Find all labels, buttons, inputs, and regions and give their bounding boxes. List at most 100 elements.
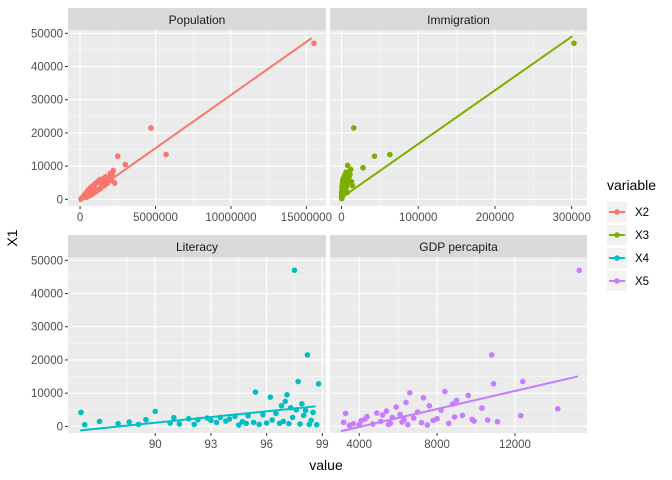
data-point bbox=[81, 421, 88, 428]
data-point bbox=[176, 421, 183, 427]
data-point bbox=[88, 191, 94, 198]
data-point bbox=[420, 395, 427, 401]
legend-label: X5 bbox=[635, 276, 649, 288]
data-point bbox=[418, 419, 425, 426]
data-point bbox=[280, 418, 287, 425]
data-point bbox=[263, 420, 270, 426]
data-point bbox=[226, 416, 233, 422]
data-point bbox=[302, 407, 309, 414]
data-point bbox=[289, 414, 296, 421]
data-point bbox=[347, 171, 353, 178]
facet-strip bbox=[68, 8, 326, 30]
data-point bbox=[287, 404, 294, 411]
data-point bbox=[387, 151, 393, 158]
x-tick-label: 10000000 bbox=[205, 212, 256, 224]
data-point bbox=[494, 418, 501, 425]
data-point bbox=[114, 153, 121, 159]
y-tick-label: 0 bbox=[57, 194, 63, 206]
data-point bbox=[252, 389, 259, 395]
y-tick-label: 30000 bbox=[31, 95, 63, 107]
y-tick-label: 0 bbox=[57, 421, 63, 433]
panel-X3: Immigration 0 100000 200000 300000 bbox=[330, 8, 591, 224]
data-point bbox=[170, 414, 177, 421]
data-point bbox=[360, 165, 366, 171]
data-point bbox=[232, 413, 238, 420]
data-point bbox=[349, 182, 356, 189]
data-point bbox=[438, 407, 444, 413]
y-tick-label: 30000 bbox=[31, 322, 63, 334]
facet-title: GDP percapita bbox=[419, 240, 498, 254]
data-point bbox=[311, 40, 317, 47]
data-point bbox=[488, 352, 495, 358]
data-point bbox=[403, 399, 409, 406]
legend-key-point bbox=[614, 278, 620, 284]
data-point bbox=[410, 415, 417, 421]
data-point bbox=[286, 420, 292, 427]
facet-strip bbox=[330, 8, 587, 30]
data-point bbox=[554, 405, 561, 412]
data-point bbox=[297, 421, 303, 427]
data-point bbox=[414, 409, 421, 415]
legend-key-point bbox=[614, 255, 620, 261]
data-point bbox=[371, 153, 378, 159]
data-point bbox=[217, 414, 224, 421]
panel-X5: GDP percapita 4000 8000 12000 bbox=[330, 235, 587, 451]
data-point bbox=[442, 388, 448, 395]
x-tick-label: 96 bbox=[260, 439, 273, 451]
y-tick-label: 50000 bbox=[31, 28, 63, 40]
data-point bbox=[347, 166, 354, 173]
data-point bbox=[278, 402, 285, 409]
x-tick-label: 0 bbox=[77, 212, 83, 224]
data-point bbox=[213, 419, 220, 426]
data-point bbox=[111, 180, 118, 186]
data-point bbox=[122, 161, 129, 168]
data-point bbox=[407, 390, 413, 396]
data-point bbox=[78, 409, 84, 416]
x-tick-label: 8000 bbox=[424, 439, 450, 451]
data-point bbox=[91, 184, 97, 190]
data-point bbox=[273, 410, 279, 417]
data-point bbox=[191, 421, 198, 428]
data-point bbox=[208, 417, 214, 424]
x-tick-label: 93 bbox=[205, 439, 218, 451]
data-point bbox=[195, 416, 201, 423]
data-point bbox=[342, 410, 349, 417]
data-point bbox=[126, 419, 133, 425]
x-tick-label: 200000 bbox=[476, 212, 514, 224]
legend-items: X2 X3 X4 X5 bbox=[607, 202, 650, 291]
data-point bbox=[377, 418, 384, 425]
x-tick-label: 99 bbox=[316, 439, 329, 451]
data-point bbox=[571, 40, 577, 47]
data-point bbox=[576, 267, 583, 274]
data-point bbox=[135, 421, 142, 428]
data-point bbox=[185, 415, 192, 422]
y-tick-label: 20000 bbox=[31, 128, 63, 140]
x-tick-label: 12000 bbox=[499, 439, 531, 451]
trend-line bbox=[79, 37, 312, 203]
data-point bbox=[293, 406, 300, 413]
data-point bbox=[163, 151, 169, 158]
y-tick-label: 10000 bbox=[31, 388, 63, 400]
data-point bbox=[250, 419, 257, 426]
data-layer bbox=[340, 267, 583, 433]
x-tick-label: 100000 bbox=[399, 212, 437, 224]
facet-strip bbox=[68, 235, 326, 257]
data-point bbox=[393, 404, 399, 410]
data-point bbox=[299, 400, 305, 407]
data-point bbox=[445, 420, 452, 427]
data-point bbox=[453, 397, 460, 404]
data-point bbox=[484, 417, 491, 423]
data-point bbox=[300, 412, 307, 419]
data-point bbox=[379, 412, 386, 418]
data-point bbox=[235, 422, 242, 428]
data-point bbox=[340, 419, 347, 426]
y-tick-label: 20000 bbox=[31, 355, 63, 367]
panel-background bbox=[68, 257, 326, 433]
data-point bbox=[519, 378, 526, 385]
legend-title: variable bbox=[607, 177, 656, 193]
legend-item-X3: X3 bbox=[607, 225, 649, 245]
data-point bbox=[315, 381, 322, 387]
legend-item-X4: X4 bbox=[607, 248, 650, 268]
panel-X2: Population 0 10000 20000 30000 40000 50000 0 500… bbox=[31, 8, 332, 224]
